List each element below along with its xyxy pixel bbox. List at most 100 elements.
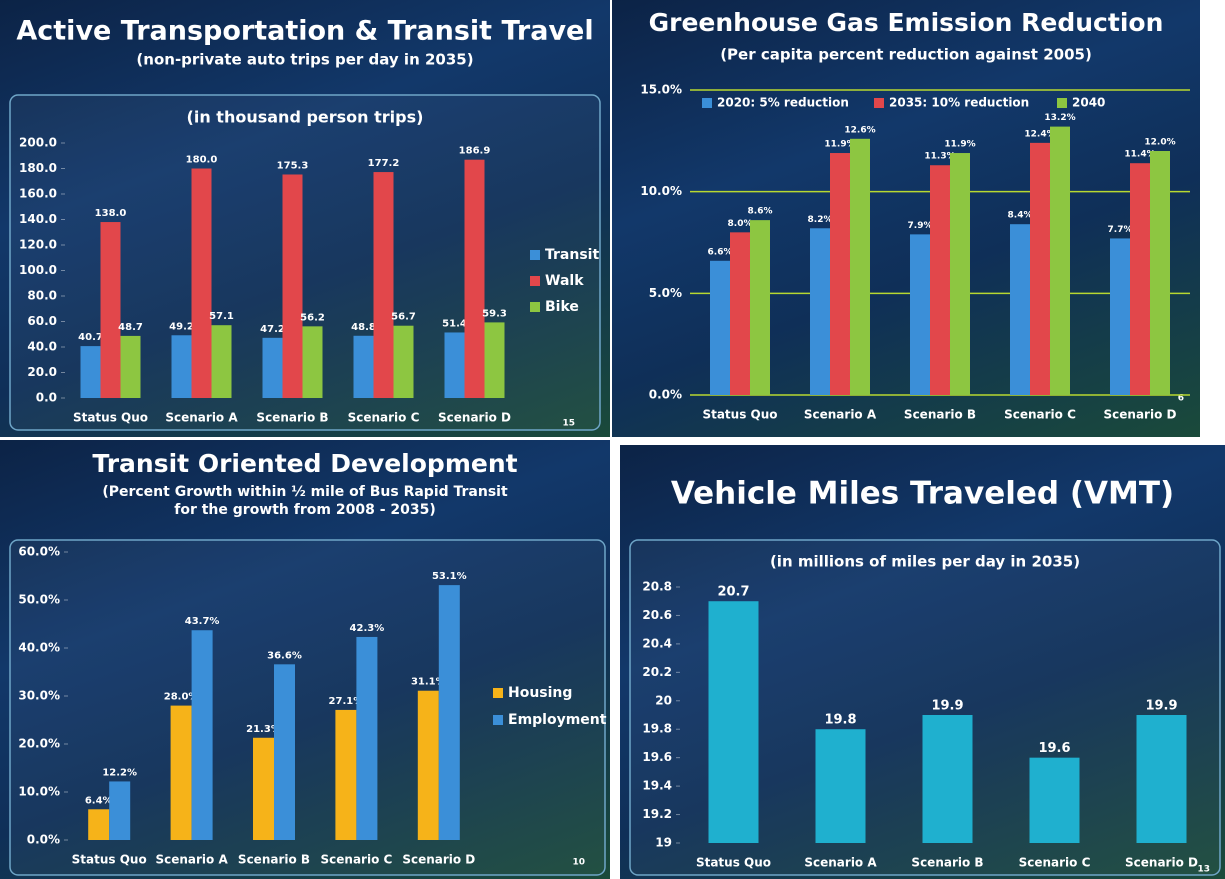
y-tick-label: 200.0 xyxy=(19,136,57,150)
chart-subtitle: for the growth from 2008 - 2035) xyxy=(174,502,436,518)
x-tick-label: Scenario A xyxy=(804,408,877,422)
x-tick-label: Scenario D xyxy=(1125,856,1198,870)
y-tick-label: 20.4 xyxy=(642,636,672,650)
x-tick-label: Status Quo xyxy=(72,853,147,867)
value-label: 8.4% xyxy=(1008,211,1033,221)
y-tick-label: 0.0 xyxy=(36,391,57,405)
legend-label: Employment xyxy=(508,712,607,728)
page: Active Transportation & Transit Travel(n… xyxy=(0,0,1225,879)
y-tick-label: 15.0% xyxy=(640,83,682,97)
bar xyxy=(910,234,930,395)
value-label: 138.0 xyxy=(95,208,127,219)
panel: Greenhouse Gas Emission Reduction(Per ca… xyxy=(612,0,1200,437)
value-label: 7.9% xyxy=(908,221,933,231)
bar xyxy=(950,153,970,395)
chart-subtitle: (Per capita percent reduction against 20… xyxy=(720,46,1092,64)
value-label: 19.6 xyxy=(1038,741,1070,756)
value-label: 6.6% xyxy=(708,247,733,257)
bar xyxy=(354,336,374,398)
x-tick-label: Scenario B xyxy=(256,411,328,425)
value-label: 42.3% xyxy=(350,623,385,634)
value-label: 43.7% xyxy=(185,616,220,627)
value-label: 8.2% xyxy=(808,215,833,225)
bar xyxy=(303,326,323,398)
legend-swatch xyxy=(493,688,503,698)
page-number: 10 xyxy=(572,858,585,868)
value-label: 12.2% xyxy=(102,767,137,778)
chart-subtitle: (Percent Growth within ½ mile of Bus Rap… xyxy=(102,484,508,500)
y-tick-label: 60.0% xyxy=(18,545,60,559)
bar xyxy=(253,738,274,840)
bar xyxy=(816,729,866,843)
bar xyxy=(1030,758,1080,843)
y-tick-label: 19.8 xyxy=(642,722,672,736)
x-tick-label: Scenario B xyxy=(238,853,310,867)
page-number: 13 xyxy=(1197,865,1210,875)
legend-label: 2020: 5% reduction xyxy=(717,96,849,110)
bar xyxy=(335,710,356,840)
legend-label: Walk xyxy=(545,273,584,289)
y-tick-label: 0.0% xyxy=(27,833,60,847)
legend-label: Bike xyxy=(545,299,579,315)
bar xyxy=(192,630,213,840)
y-tick-label: 140.0 xyxy=(19,212,57,226)
y-tick-label: 60.0 xyxy=(27,314,57,328)
x-tick-label: Scenario C xyxy=(1004,408,1076,422)
value-label: 8.6% xyxy=(748,207,773,217)
y-tick-label: 5.0% xyxy=(649,286,682,300)
bar xyxy=(192,169,212,399)
bar xyxy=(445,332,465,398)
x-tick-label: Status Quo xyxy=(696,856,771,870)
value-label: 59.3 xyxy=(482,308,507,319)
bar xyxy=(1130,163,1150,395)
y-tick-label: 80.0 xyxy=(27,289,57,303)
value-label: 57.1 xyxy=(209,311,234,322)
bar xyxy=(172,335,192,398)
bar xyxy=(394,326,414,398)
x-tick-label: Scenario D xyxy=(1104,408,1177,422)
value-label: 11.9% xyxy=(944,140,975,150)
bar xyxy=(418,691,439,840)
y-tick-label: 10.0% xyxy=(18,785,60,799)
y-tick-label: 20.0 xyxy=(27,365,57,379)
bar xyxy=(709,601,759,843)
bar xyxy=(810,228,830,395)
value-label: 177.2 xyxy=(368,158,400,169)
bar xyxy=(109,781,130,840)
value-label: 180.0 xyxy=(186,155,218,166)
x-tick-label: Scenario A xyxy=(804,856,877,870)
x-tick-label: Scenario D xyxy=(438,411,511,425)
value-label: 48.7 xyxy=(118,322,143,333)
legend-swatch xyxy=(530,276,540,286)
value-label: 175.3 xyxy=(277,160,309,171)
y-tick-label: 40.0% xyxy=(18,641,60,655)
value-label: 19.9 xyxy=(1145,699,1177,714)
value-label: 47.2 xyxy=(260,324,285,335)
y-tick-label: 0.0% xyxy=(649,388,682,402)
bar xyxy=(171,706,192,840)
x-tick-label: Scenario B xyxy=(911,856,983,870)
legend-swatch xyxy=(1057,98,1067,108)
x-tick-label: Scenario D xyxy=(402,853,475,867)
value-label: 51.4 xyxy=(442,318,467,329)
y-tick-label: 120.0 xyxy=(19,238,57,252)
chart-title: Active Transportation & Transit Travel xyxy=(16,16,593,47)
bar xyxy=(465,160,485,398)
x-tick-label: Scenario C xyxy=(321,853,393,867)
value-label: 19.9 xyxy=(931,699,963,714)
value-label: 48.8 xyxy=(351,322,376,333)
panel: Vehicle Miles Traveled (VMT)(in millions… xyxy=(620,445,1225,879)
bar xyxy=(1110,238,1130,395)
x-tick-label: Status Quo xyxy=(702,408,777,422)
bar xyxy=(263,338,283,398)
x-tick-label: Scenario C xyxy=(1019,856,1091,870)
value-label: 13.2% xyxy=(1044,113,1075,123)
y-tick-label: 20 xyxy=(655,693,672,707)
legend-label: 2040 xyxy=(1072,96,1105,110)
bar xyxy=(283,174,303,398)
legend-label: 2035: 10% reduction xyxy=(889,96,1029,110)
bar xyxy=(374,172,394,398)
bar xyxy=(1010,224,1030,395)
y-tick-label: 30.0% xyxy=(18,689,60,703)
value-label: 56.2 xyxy=(300,312,325,323)
